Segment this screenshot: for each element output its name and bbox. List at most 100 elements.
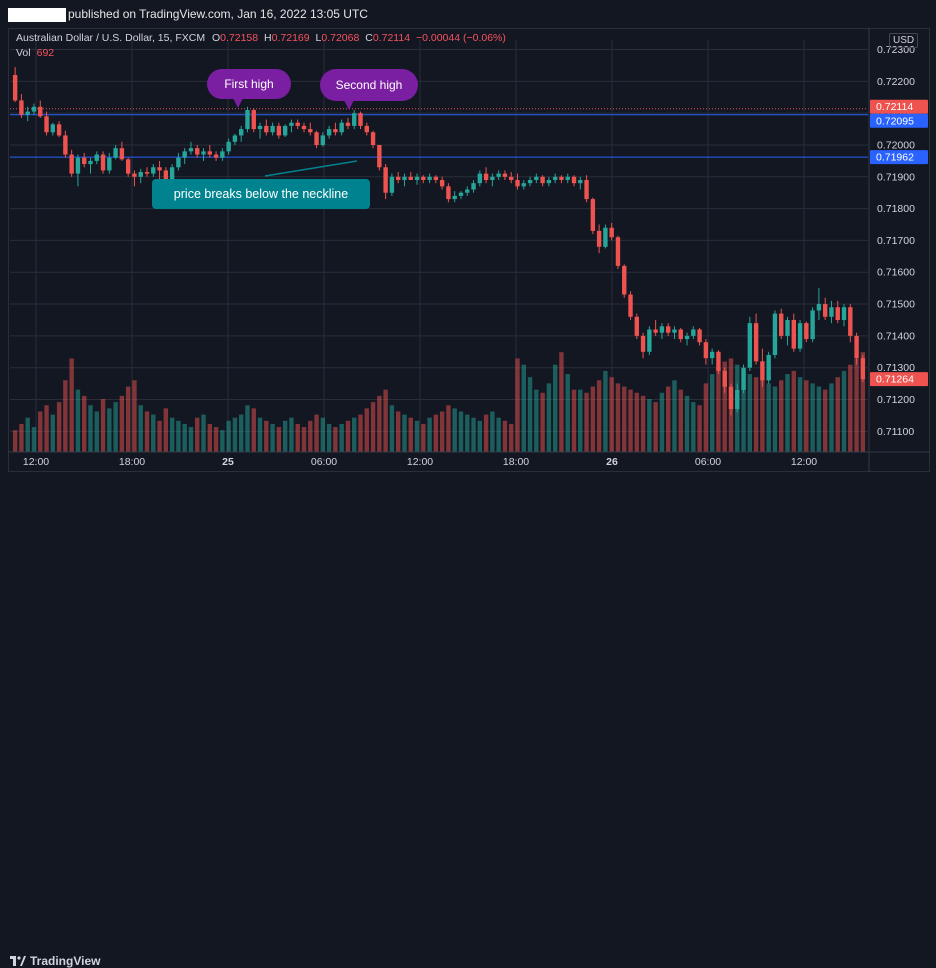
low-value: 0.72068 bbox=[321, 32, 360, 44]
candle-body bbox=[653, 329, 658, 333]
candle-body bbox=[848, 307, 853, 336]
candle-body bbox=[465, 189, 470, 193]
candle-body bbox=[414, 176, 420, 180]
x-tick-label: 26 bbox=[606, 456, 618, 468]
volume-bar bbox=[100, 399, 106, 452]
candle-body bbox=[728, 386, 734, 410]
volume-bar bbox=[352, 417, 357, 452]
candle-body bbox=[176, 157, 181, 168]
x-tick-label: 12:00 bbox=[791, 456, 817, 468]
y-tick-label: 0.71900 bbox=[877, 171, 915, 183]
volume-bar bbox=[615, 383, 621, 452]
y-tick-label: 0.71300 bbox=[877, 362, 915, 374]
y-tick-label: 0.72200 bbox=[877, 76, 915, 88]
x-tick-label: 18:00 bbox=[119, 456, 145, 468]
candle-body bbox=[370, 132, 376, 145]
volume-bar bbox=[157, 420, 162, 452]
volume-bar bbox=[446, 405, 451, 452]
candle-body bbox=[546, 179, 552, 184]
candle-body bbox=[207, 151, 212, 155]
callout-neckline-bg bbox=[152, 179, 370, 209]
candle-body bbox=[75, 157, 81, 174]
callout-neckline-text: price breaks below the neckline bbox=[174, 187, 348, 201]
volume-bar bbox=[785, 374, 790, 452]
candle-body bbox=[377, 144, 382, 168]
volume-bar bbox=[502, 420, 508, 452]
candle-body bbox=[772, 313, 778, 355]
volume-bar bbox=[402, 414, 407, 452]
volume-bar bbox=[697, 405, 702, 452]
volume-bar bbox=[590, 386, 596, 452]
candle-body bbox=[320, 135, 326, 145]
candle-body bbox=[703, 342, 709, 359]
candle-body bbox=[157, 167, 162, 171]
price-label-bg bbox=[870, 372, 928, 387]
callout-second-high-pointer bbox=[344, 100, 354, 110]
candle-body bbox=[615, 237, 621, 266]
volume-bar bbox=[647, 399, 652, 452]
volume-bar bbox=[571, 389, 577, 452]
close-label: C bbox=[365, 32, 373, 44]
low-label: L bbox=[315, 32, 322, 44]
candle-body bbox=[151, 167, 156, 174]
candle-body bbox=[82, 157, 87, 165]
volume-bar bbox=[540, 392, 545, 452]
volume-bar bbox=[44, 405, 49, 452]
candle-body bbox=[735, 389, 740, 410]
high-label: H bbox=[264, 32, 272, 44]
candle-body bbox=[402, 176, 407, 180]
price-label: 0.71264 bbox=[876, 374, 914, 386]
volume-bar bbox=[345, 420, 351, 452]
candle-body bbox=[107, 157, 112, 171]
volume-bar bbox=[628, 389, 633, 452]
candle-body bbox=[188, 148, 194, 152]
candle-body bbox=[119, 148, 125, 160]
volume-bar bbox=[854, 358, 859, 452]
currency-button[interactable]: USD bbox=[889, 33, 919, 48]
price-label: 0.71962 bbox=[876, 152, 914, 164]
candlestick-chart[interactable]: 0.723000.722000.721000.720000.719000.718… bbox=[0, 0, 936, 504]
volume-bar bbox=[314, 414, 319, 452]
volume-bar bbox=[239, 414, 244, 452]
callout-second-high-bg bbox=[320, 69, 418, 101]
volume-bar bbox=[270, 423, 275, 452]
volume-bar bbox=[835, 377, 840, 452]
candle-body bbox=[559, 176, 564, 180]
candle-body bbox=[163, 170, 169, 184]
volume-bar bbox=[333, 427, 338, 452]
symbol-name[interactable]: Australian Dollar / U.S. Dollar, 15, FXC… bbox=[16, 32, 206, 44]
volume-bar bbox=[640, 395, 646, 452]
x-tick-label: 12:00 bbox=[407, 456, 433, 468]
volume-bar bbox=[207, 423, 212, 452]
callout-second-high-text: Second high bbox=[336, 78, 403, 92]
volume-bar bbox=[666, 386, 671, 452]
tradingview-logo[interactable]: TradingView bbox=[10, 954, 100, 968]
candle-body bbox=[640, 335, 646, 352]
candle-body bbox=[785, 319, 790, 336]
volume-bar bbox=[320, 417, 326, 452]
candle-body bbox=[63, 135, 68, 155]
volume-bar bbox=[408, 417, 413, 452]
volume-bar bbox=[678, 389, 683, 452]
volume-bar bbox=[25, 417, 30, 452]
candle-body bbox=[31, 106, 37, 112]
volume-bar bbox=[527, 377, 533, 452]
callout-neckline-pointer-line bbox=[264, 160, 358, 177]
candle-body bbox=[822, 304, 828, 317]
redacted-author bbox=[8, 8, 66, 22]
y-axis: 0.723000.722000.721000.720000.719000.718… bbox=[868, 28, 915, 472]
candle-body bbox=[169, 167, 175, 184]
volume-bar bbox=[151, 414, 156, 452]
candle-body bbox=[816, 304, 822, 311]
candle-body bbox=[659, 326, 665, 333]
volume-bar bbox=[339, 423, 344, 452]
volume-bar bbox=[88, 405, 93, 452]
candle-body bbox=[44, 116, 49, 133]
y-tick-label: 0.71400 bbox=[877, 330, 915, 342]
volume-bar bbox=[760, 380, 765, 452]
volume-bar bbox=[201, 414, 206, 452]
candle-body bbox=[25, 111, 30, 115]
candle-body bbox=[515, 179, 520, 187]
x-tick-label: 18:00 bbox=[503, 456, 529, 468]
volume-bar bbox=[596, 380, 602, 452]
